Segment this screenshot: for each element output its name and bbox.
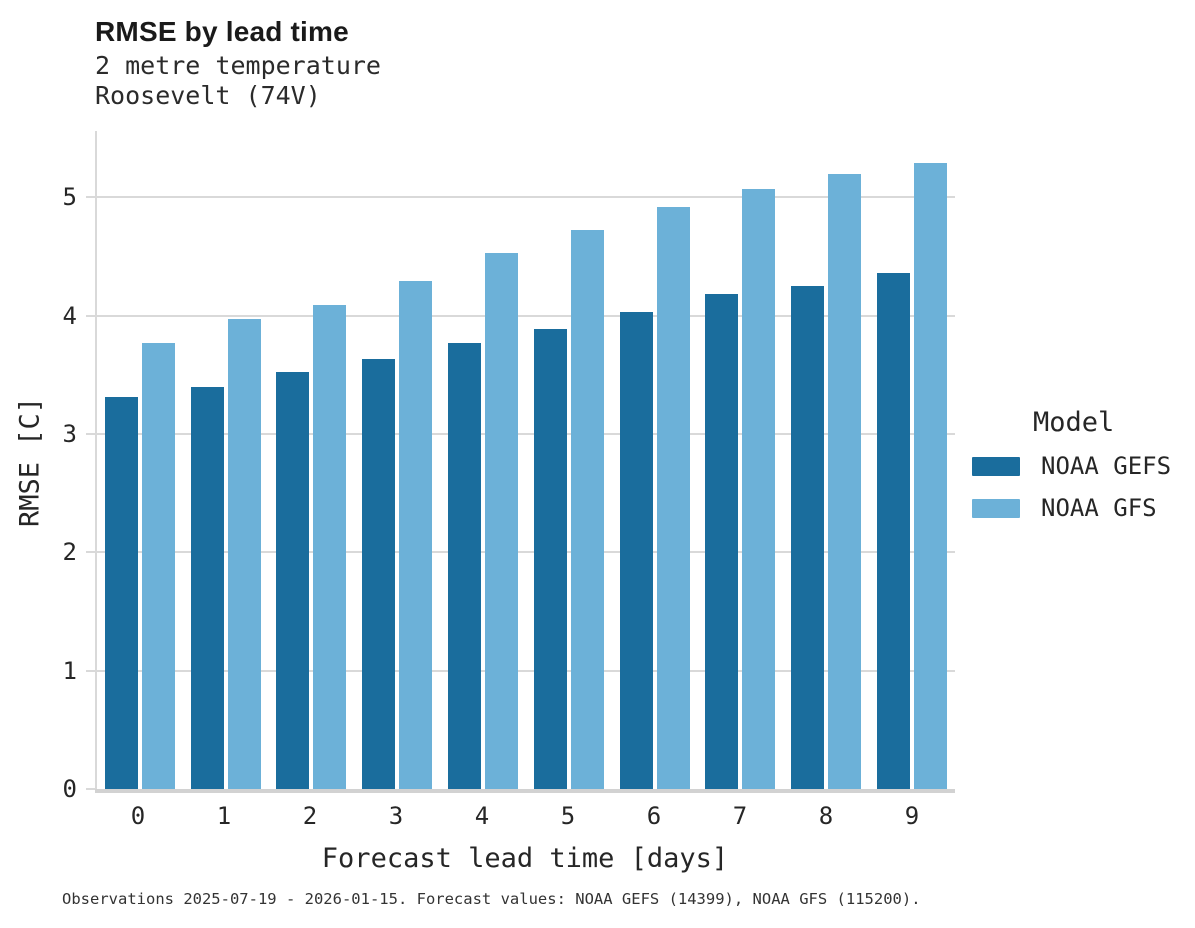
- bar-group-day-2: [269, 131, 355, 789]
- y-tick-label-3: 3: [62, 419, 77, 448]
- legend-swatch: [972, 456, 1020, 476]
- bar-noaa-gefs-day-6: [619, 312, 653, 789]
- footnote: Observations 2025-07-19 - 2026-01-15. Fo…: [62, 890, 921, 908]
- y-tick-label-4: 4: [62, 301, 77, 330]
- bar-noaa-gfs-day-7: [742, 189, 776, 789]
- bar-noaa-gefs-day-9: [877, 273, 911, 789]
- y-axis-title: RMSE [C]: [14, 396, 46, 528]
- x-tick-label-4: 4: [474, 802, 490, 830]
- chart-title: RMSE by lead time: [95, 16, 349, 47]
- bar-noaa-gefs-day-5: [533, 328, 567, 789]
- plot-area: 0 1 2 3 4 5: [63, 131, 955, 801]
- bar-group-day-3: [354, 131, 440, 789]
- y-tick-label-5: 5: [62, 183, 77, 212]
- chart-subtitle-line2: Roosevelt (74V): [95, 81, 321, 110]
- legend: Model NOAA GEFS NOAA GFS: [972, 407, 1171, 522]
- y-tick-label-0: 0: [62, 775, 77, 803]
- bar-noaa-gfs-day-2: [313, 305, 347, 789]
- x-axis-title: Forecast lead time [days]: [321, 843, 729, 874]
- bar-group-day-1: [183, 131, 269, 789]
- bar-noaa-gfs-day-8: [828, 173, 862, 789]
- chart-subtitle-line1: 2 metre temperature: [95, 51, 381, 80]
- x-tick-label-0: 0: [130, 802, 146, 830]
- x-axis-baseline: [95, 789, 955, 793]
- bar-group-day-7: [698, 131, 784, 789]
- y-tick-mark-5: [86, 196, 95, 199]
- bar-group-day-0: [97, 131, 183, 789]
- gridline-y-2: [97, 551, 955, 554]
- gridline-y-4: [97, 314, 955, 317]
- bar-noaa-gfs-day-5: [570, 230, 604, 789]
- legend-items: NOAA GEFS NOAA GFS: [972, 452, 1171, 522]
- y-tick-mark-0: [86, 788, 95, 790]
- gridline-y-3: [97, 432, 955, 435]
- bar-noaa-gefs-day-0: [104, 397, 138, 789]
- x-tick-labels: 0 1 2 3 4 5 6 7 8 9: [95, 802, 955, 830]
- bar-noaa-gfs-day-3: [399, 281, 433, 789]
- bar-noaa-gefs-day-4: [448, 342, 482, 789]
- bar-noaa-gfs-day-1: [227, 319, 261, 789]
- legend-title: Model: [1033, 407, 1115, 438]
- y-tick-mark-1: [86, 669, 95, 672]
- x-tick-label-6: 6: [646, 802, 662, 830]
- gridline-y-1: [97, 669, 955, 672]
- legend-label: NOAA GEFS: [1041, 452, 1172, 480]
- bar-noaa-gfs-day-4: [485, 252, 519, 789]
- legend-swatch: [972, 498, 1020, 518]
- bar-noaa-gefs-day-1: [190, 386, 224, 789]
- bar-noaa-gefs-day-3: [362, 359, 396, 789]
- legend-item-noaa-gefs: NOAA GEFS: [972, 452, 1171, 480]
- x-tick-label-3: 3: [388, 802, 404, 830]
- bar-noaa-gfs-day-9: [914, 163, 948, 789]
- x-tick-label-2: 2: [302, 802, 318, 830]
- x-tick-label-1: 1: [216, 802, 232, 830]
- y-tick-label-2: 2: [62, 538, 77, 567]
- bar-noaa-gfs-day-0: [141, 342, 175, 789]
- x-tick-label-9: 9: [904, 802, 920, 830]
- y-tick-label-1: 1: [62, 656, 77, 685]
- x-tick-label-8: 8: [818, 802, 834, 830]
- bar-group-day-4: [440, 131, 526, 789]
- bar-noaa-gefs-day-7: [705, 294, 739, 789]
- legend-item-noaa-gfs: NOAA GFS: [972, 494, 1171, 522]
- bar-group-day-8: [783, 131, 869, 789]
- bar-noaa-gfs-day-6: [656, 206, 690, 789]
- y-tick-mark-4: [86, 314, 95, 317]
- y-tick-mark-3: [86, 432, 95, 435]
- gridline-y-5: [97, 196, 955, 199]
- bar-noaa-gefs-day-8: [791, 286, 825, 789]
- y-tick-mark-2: [86, 551, 95, 554]
- chart-subtitle: 2 metre temperature Roosevelt (74V): [95, 51, 381, 111]
- bar-group-day-6: [612, 131, 698, 789]
- bar-group-day-5: [526, 131, 612, 789]
- x-tick-label-5: 5: [560, 802, 576, 830]
- x-tick-label-7: 7: [732, 802, 748, 830]
- bar-group-day-9: [869, 131, 955, 789]
- legend-label: NOAA GFS: [1041, 494, 1157, 522]
- bar-noaa-gefs-day-2: [276, 372, 310, 789]
- bar-series-container: [97, 131, 955, 793]
